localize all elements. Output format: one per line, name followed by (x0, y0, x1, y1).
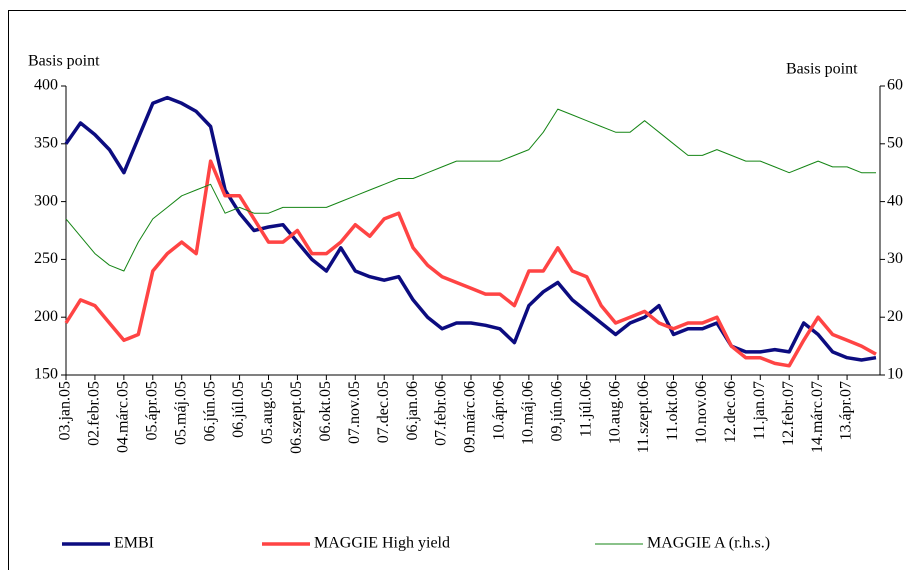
frame (8, 10, 906, 570)
x-tick-label: 03.jan.05 (57, 381, 74, 441)
x-tick-label: 07.nov.05 (346, 381, 363, 444)
x-tick-label: 05.aug.05 (259, 381, 276, 444)
y2-tick-label: 20 (887, 308, 903, 325)
y-tick-label: 250 (34, 250, 58, 267)
series-line (64, 95, 877, 362)
y-tick-label: 200 (34, 308, 58, 325)
x-tick-label: 09.jún.06 (548, 381, 565, 441)
x-tick-label: 09.márc.06 (462, 381, 479, 453)
x-tick-label: 12.febr.07 (780, 381, 797, 446)
y2-tick-label: 50 (887, 134, 903, 151)
x-tick-label: 06.júl.05 (230, 381, 247, 438)
x-tick-label: 10.nov.06 (693, 381, 710, 444)
y-tick-label: 400 (34, 77, 58, 94)
x-tick-label: 11.júl.06 (577, 381, 594, 437)
x-tick-label: 11.jan.07 (751, 381, 768, 440)
legend-label: MAGGIE High yield (314, 535, 450, 552)
x-tick-label: 05.máj.05 (172, 381, 189, 445)
legend-label: EMBI (114, 535, 154, 552)
series-line (65, 108, 876, 272)
x-tick-label: 02.febr.05 (86, 381, 103, 446)
x-tick-label: 14.márc.07 (809, 381, 826, 453)
y2-axis-title: Basis point (786, 61, 858, 78)
x-tick-label: 11.okt.06 (664, 381, 681, 441)
y2-tick-label: 40 (887, 192, 903, 209)
series-line (64, 159, 877, 368)
x-tick-label: 07.dec.05 (375, 381, 392, 443)
x-tick-label: 10.ápr.06 (491, 381, 508, 441)
y-axis-title: Basis point (28, 53, 100, 70)
y-tick-label: 300 (34, 192, 58, 209)
x-tick-label: 04.márc.05 (115, 381, 132, 453)
legend-label: MAGGIE A (r.h.s.) (647, 535, 770, 552)
y-tick-label: 150 (34, 366, 58, 383)
y2-tick-label: 60 (887, 77, 903, 94)
x-tick-label: 10.máj.06 (520, 381, 537, 445)
x-tick-label: 12.dec.06 (722, 381, 739, 443)
x-tick-label: 06.jún.05 (201, 381, 218, 441)
x-tick-label: 10.aug.06 (606, 381, 623, 444)
x-tick-label: 11.szept.06 (635, 381, 652, 453)
x-tick-label: 06.okt.05 (317, 381, 334, 441)
x-tick-label: 06.jan.06 (404, 381, 421, 441)
y2-tick-label: 10 (887, 366, 903, 383)
x-tick-label: 06.szept.05 (288, 381, 305, 454)
x-tick-label: 07.febr.06 (433, 381, 450, 446)
x-tick-label: 05.ápr.05 (143, 381, 160, 441)
y2-tick-label: 30 (887, 250, 903, 267)
y-tick-label: 350 (34, 134, 58, 151)
x-tick-label: 13.ápr.07 (838, 381, 855, 441)
